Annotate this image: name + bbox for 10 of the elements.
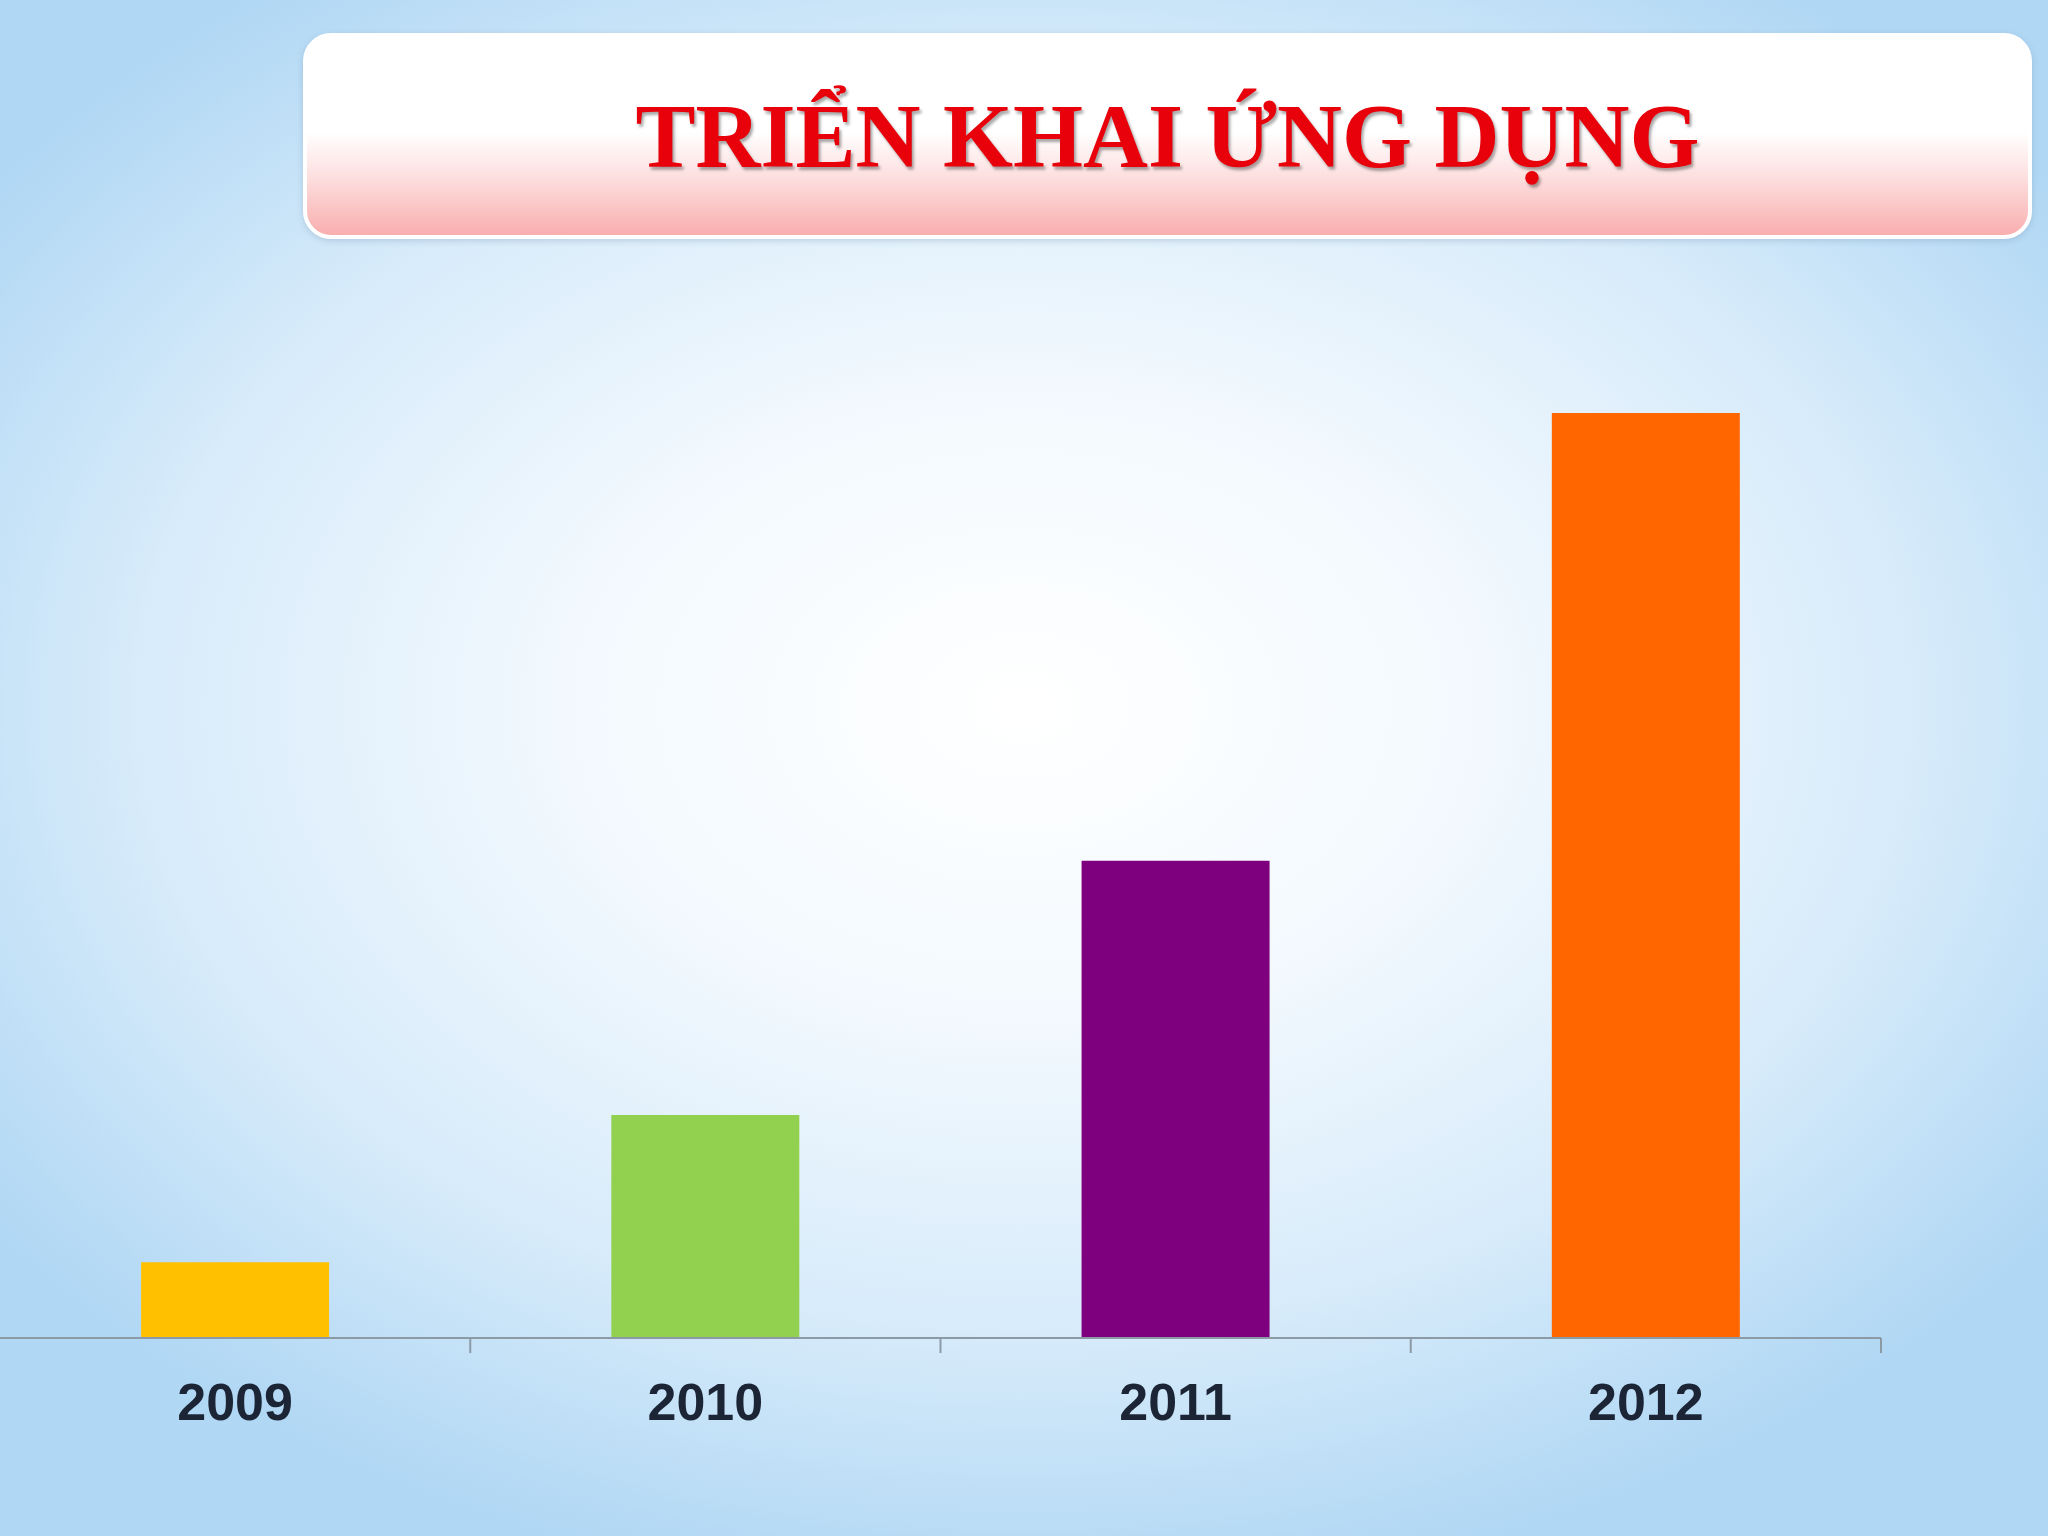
bar [1081,860,1270,1338]
x-tick-label: 2012 [1588,1373,1704,1431]
x-tick-label: 2010 [647,1373,764,1431]
bar [1551,413,1740,1338]
bar [611,1115,800,1338]
title-banner: TRIỂN KHAI ỨNG DỤNG [303,33,2032,239]
bar [141,1262,330,1338]
x-tick-label: 2011 [1119,1373,1233,1431]
chart-title: TRIỂN KHAI ỨNG DỤNG [635,86,1700,186]
x-tick-label: 2009 [177,1373,293,1431]
